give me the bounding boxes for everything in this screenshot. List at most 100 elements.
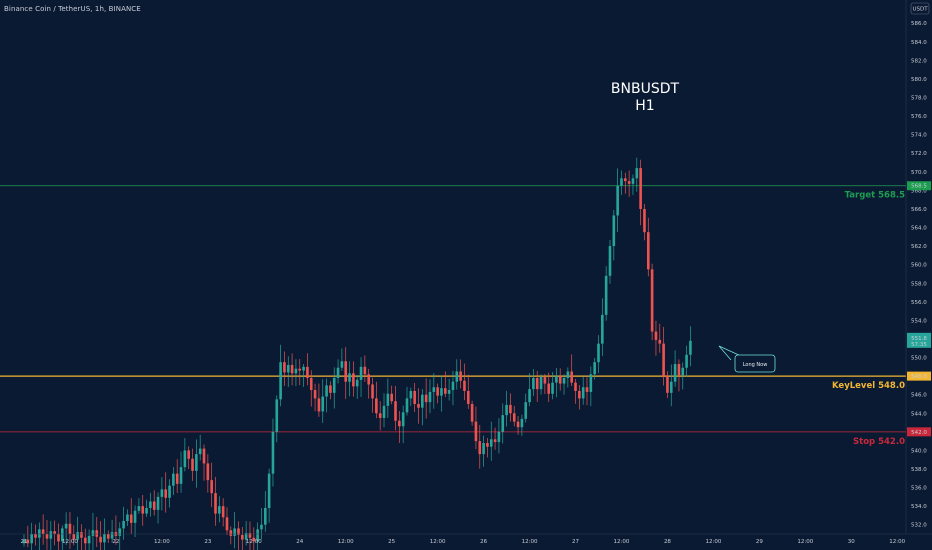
candle-1 <box>26 525 30 548</box>
candle-142 <box>566 367 570 388</box>
candle-145 <box>578 384 581 410</box>
candle-125 <box>501 403 505 444</box>
candle-74 <box>306 353 309 386</box>
x-tick-14: 28 <box>664 539 671 545</box>
candle-25 <box>118 522 122 550</box>
candle-106 <box>428 379 432 414</box>
y-tick-4: 540.0 <box>911 448 927 454</box>
candle-2 <box>30 522 33 550</box>
candle-8 <box>53 520 56 546</box>
level-price-text-2: 542.0 <box>911 430 927 436</box>
y-tick-25: 582.0 <box>911 58 927 64</box>
candle-26 <box>122 506 125 540</box>
candle-88 <box>359 357 363 398</box>
y-tick-21: 574.0 <box>911 133 927 139</box>
candle-118 <box>474 406 478 450</box>
long-now-callout: Long Now <box>718 345 776 373</box>
candle-75 <box>309 370 313 407</box>
x-tick-1: 12:00 <box>62 539 78 545</box>
candle-20 <box>99 521 102 550</box>
candle-105 <box>424 378 428 419</box>
candle-113 <box>455 359 459 390</box>
candle-56 <box>237 521 240 550</box>
candle-154 <box>612 210 616 261</box>
candle-124 <box>497 418 501 454</box>
candle-6 <box>45 520 49 550</box>
level-price-text-1: 548.0 <box>911 374 927 380</box>
candle-7 <box>49 520 53 550</box>
candle-94 <box>382 393 386 428</box>
candle-29 <box>133 505 137 538</box>
candle-58 <box>244 521 248 546</box>
y-tick-14: 560.0 <box>911 263 927 269</box>
candle-172 <box>681 362 685 390</box>
candle-4 <box>38 522 41 550</box>
candle-174 <box>689 326 692 367</box>
candle-127 <box>509 393 512 422</box>
candle-43 <box>187 446 190 469</box>
candle-129 <box>516 415 520 435</box>
x-tick-15: 12:00 <box>705 539 721 545</box>
candle-143 <box>570 354 573 386</box>
candle-146 <box>581 376 585 405</box>
candle-60 <box>252 527 256 550</box>
symbol-label: Binance Coin / TetherUS, 1h, BINANCE <box>4 5 141 13</box>
candle-65 <box>271 418 275 487</box>
chart-title: BNBUSDT H1 <box>611 81 680 114</box>
candle-119 <box>478 424 482 469</box>
x-tick-3: 12:00 <box>154 539 170 545</box>
x-tick-16: 29 <box>756 539 763 545</box>
candle-83 <box>340 348 344 371</box>
candle-161 <box>639 159 642 226</box>
y-tick-7: 546.0 <box>911 393 927 399</box>
candle-84 <box>344 347 348 400</box>
candle-133 <box>532 369 535 396</box>
candle-61 <box>256 522 259 550</box>
level-label-0: Target 568.5 <box>845 191 905 201</box>
candle-67 <box>279 344 282 407</box>
candle-95 <box>386 378 390 418</box>
candle-115 <box>463 363 466 401</box>
candle-44 <box>191 448 194 481</box>
candle-116 <box>466 374 470 409</box>
y-tick-23: 578.0 <box>911 96 927 102</box>
y-tick-13: 558.0 <box>911 281 927 287</box>
candle-151 <box>601 298 604 356</box>
candle-92 <box>375 381 378 419</box>
candle-121 <box>486 437 489 458</box>
candle-126 <box>505 390 508 427</box>
candle-31 <box>141 494 145 526</box>
candle-47 <box>202 444 206 481</box>
candle-117 <box>470 400 474 426</box>
candle-51 <box>218 496 221 523</box>
y-tick-27: 586.0 <box>911 21 927 27</box>
current-price-tag <box>907 332 931 348</box>
x-tick-0: 21 <box>21 539 28 545</box>
candle-45 <box>195 439 198 488</box>
title-line-2: H1 <box>635 98 654 114</box>
candle-168 <box>666 371 669 399</box>
level-price-tag-0 <box>907 181 931 191</box>
candle-46 <box>198 434 202 461</box>
candle-135 <box>539 374 543 395</box>
candle-35 <box>156 492 160 524</box>
candle-72 <box>298 359 302 386</box>
candle-80 <box>329 381 332 400</box>
candle-122 <box>489 421 493 461</box>
candle-87 <box>355 375 359 399</box>
candle-41 <box>179 451 183 493</box>
currency-badge[interactable] <box>910 2 930 15</box>
candle-144 <box>574 378 577 404</box>
candle-54 <box>229 526 233 545</box>
candle-163 <box>646 217 650 277</box>
current-price-text-1: 57:35 <box>911 342 927 348</box>
candle-21 <box>103 518 106 550</box>
candle-79 <box>325 378 328 413</box>
candle-167 <box>662 327 665 386</box>
y-tick-19: 570.0 <box>911 170 927 176</box>
x-tick-9: 12:00 <box>430 539 446 545</box>
candle-82 <box>336 359 340 384</box>
y-tick-3: 538.0 <box>911 467 927 473</box>
